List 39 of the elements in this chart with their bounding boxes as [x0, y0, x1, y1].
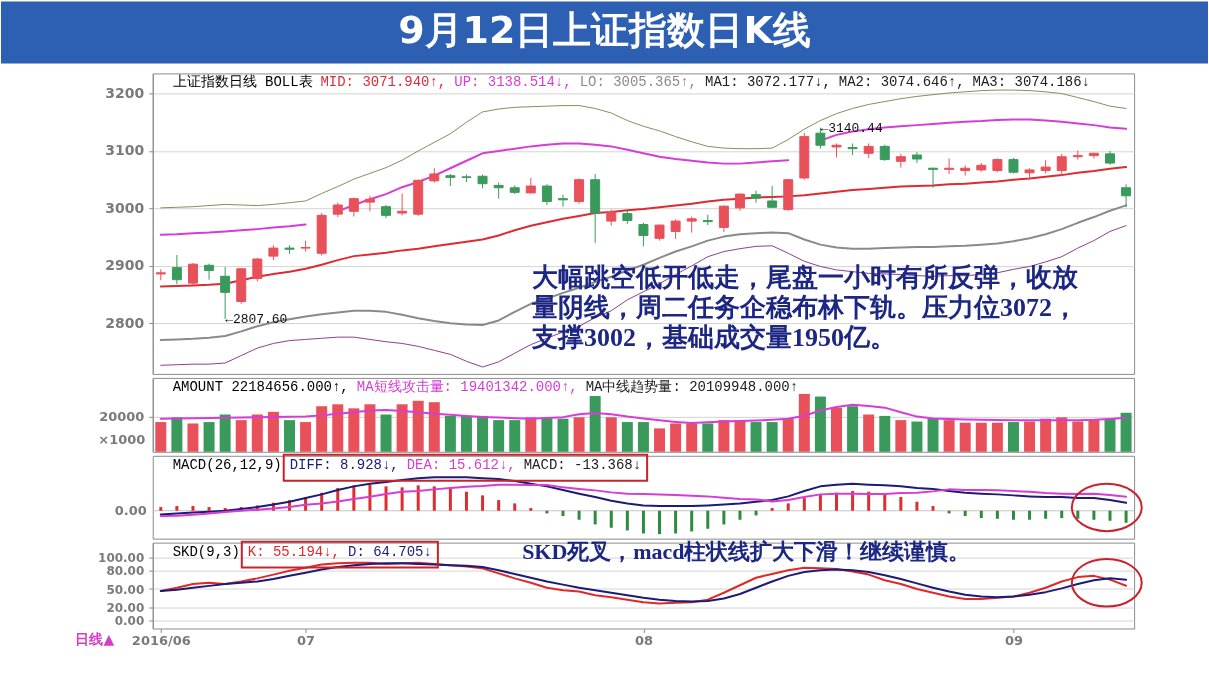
text: MACD: -13.368↓ [523, 456, 642, 473]
y-tick-label: 100.00 [98, 551, 145, 566]
y-tick-label: 2800 [105, 314, 145, 331]
x-tick-label: 08 [634, 632, 653, 648]
chart-title: 9月12日上证指数日K线 [398, 8, 811, 53]
y-tick-label: 80.00 [106, 563, 145, 578]
y-tick-label: 3100 [105, 142, 145, 159]
series-label: DIFF: 8.928↓, [289, 456, 399, 473]
text: UP: 3138.514↓, [454, 74, 572, 91]
x-axis-title: 日线▲ [75, 630, 115, 647]
x-tick-label: 07 [297, 632, 316, 648]
y-axis-title: ×1000 [98, 432, 146, 448]
series-label: D: 64.705↓ [348, 543, 432, 560]
y-tick-label: 3200 [105, 85, 145, 102]
y-tick-label: 3000 [105, 199, 145, 216]
y-tick-label: 2900 [105, 257, 145, 274]
y-tick-label: 20000 [99, 409, 145, 425]
annotation: MA1: 3072.177↓, [705, 74, 831, 91]
y-tick-label: 50.00 [106, 582, 145, 597]
chart-subtitle: MACD(26,12,9) [172, 456, 282, 473]
series-label: K: 55.194↓, [247, 543, 341, 560]
chart-subtitle: SKD(9,3) [172, 543, 240, 560]
y-tick-label: 0.00 [114, 613, 145, 628]
chart-subtitle: 上证指数日线 BOLL表 [172, 74, 313, 91]
text: MID: 3071.940↑, [320, 74, 447, 91]
annotation: SKD死叉，macd柱状线扩大下滑！继续谨慎。 [522, 538, 971, 564]
text: LO: 3005.365↑, [579, 74, 697, 91]
x-tick-label: 09 [1004, 632, 1023, 648]
annotation: MA3: 3074.186↓ [972, 74, 1090, 91]
annotation: MA2: 3074.646↑, [838, 74, 965, 91]
annotation: MA中线趋势量: 20109948.000↑ [585, 378, 799, 395]
annotation: ←3140.44 [820, 120, 883, 136]
chart-subtitle: AMOUNT 22184656.000↑, [172, 378, 349, 395]
series-label: MA短线攻击量: 19401342.000↑, [356, 378, 578, 395]
annotation: ←2807.60 [225, 311, 288, 327]
x-tick-label: 2016/06 [131, 632, 191, 648]
series-label: DEA: 15.612↓, [406, 456, 516, 473]
y-tick-label: 20.00 [106, 601, 145, 616]
annotation: 量阴线，周二任务企稳布林下轨。压力位3072， [531, 293, 1078, 323]
